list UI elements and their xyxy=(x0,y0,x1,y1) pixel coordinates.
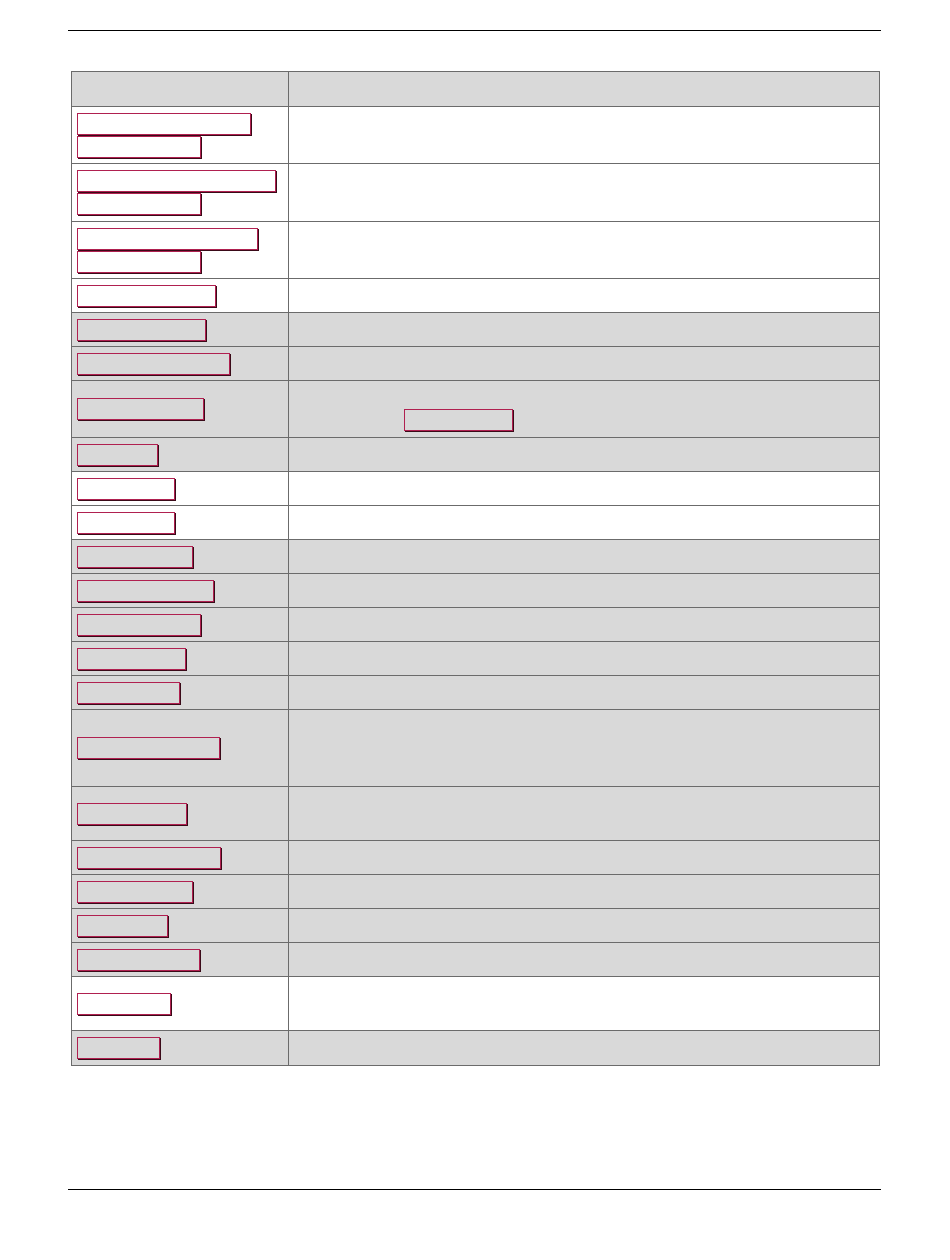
table-row xyxy=(71,675,880,710)
entry-link[interactable] xyxy=(77,352,230,375)
table-row xyxy=(71,163,880,222)
entry-link[interactable] xyxy=(77,992,171,1015)
entry-link[interactable] xyxy=(77,880,193,903)
entry-link[interactable] xyxy=(77,398,204,420)
entry-link[interactable] xyxy=(77,477,175,500)
table-row xyxy=(71,437,880,472)
table-row xyxy=(71,471,880,506)
table-row xyxy=(71,908,880,943)
table-row xyxy=(71,874,880,909)
table-row xyxy=(71,278,880,313)
entry-link[interactable] xyxy=(77,579,214,602)
row-description xyxy=(289,381,879,437)
table-row xyxy=(71,942,880,977)
table-row xyxy=(71,1030,880,1066)
table-row xyxy=(71,380,880,438)
entry-link[interactable] xyxy=(77,443,158,466)
entry-link[interactable] xyxy=(77,647,186,670)
entry-link[interactable] xyxy=(77,318,206,341)
table-row xyxy=(71,573,880,608)
table-row xyxy=(71,505,880,540)
entry-link-continued[interactable] xyxy=(77,250,201,273)
entry-link[interactable] xyxy=(77,613,201,636)
table-row xyxy=(71,786,880,841)
entry-link[interactable] xyxy=(77,170,276,192)
table-row xyxy=(71,346,880,381)
table-row xyxy=(71,709,880,787)
entry-link-continued[interactable] xyxy=(77,193,201,215)
table-row xyxy=(71,312,880,347)
header-rule xyxy=(68,30,881,31)
table-row xyxy=(71,106,880,164)
entry-link[interactable] xyxy=(77,1037,160,1059)
entry-link[interactable] xyxy=(77,545,193,568)
entry-link[interactable] xyxy=(77,846,221,869)
table-row xyxy=(71,641,880,676)
table-row xyxy=(71,607,880,642)
table-row xyxy=(71,539,880,574)
footer-rule xyxy=(68,1189,881,1190)
entry-link-continued[interactable] xyxy=(77,135,201,158)
table-row xyxy=(71,221,880,279)
entry-link[interactable] xyxy=(77,284,216,307)
entry-link[interactable] xyxy=(77,227,258,250)
column-header-name xyxy=(71,71,289,107)
entry-link[interactable] xyxy=(77,511,175,534)
table-row xyxy=(71,976,880,1031)
entry-link[interactable] xyxy=(77,948,200,971)
entry-link[interactable] xyxy=(77,681,180,704)
column-header-description xyxy=(288,71,880,107)
table-row xyxy=(71,840,880,875)
entry-link[interactable] xyxy=(77,737,220,759)
inline-reference-link[interactable] xyxy=(404,409,513,431)
reference-table xyxy=(71,71,880,1066)
entry-link[interactable] xyxy=(77,112,251,135)
entry-link[interactable] xyxy=(77,914,168,937)
table-header-row xyxy=(71,71,880,107)
entry-link[interactable] xyxy=(77,802,187,825)
